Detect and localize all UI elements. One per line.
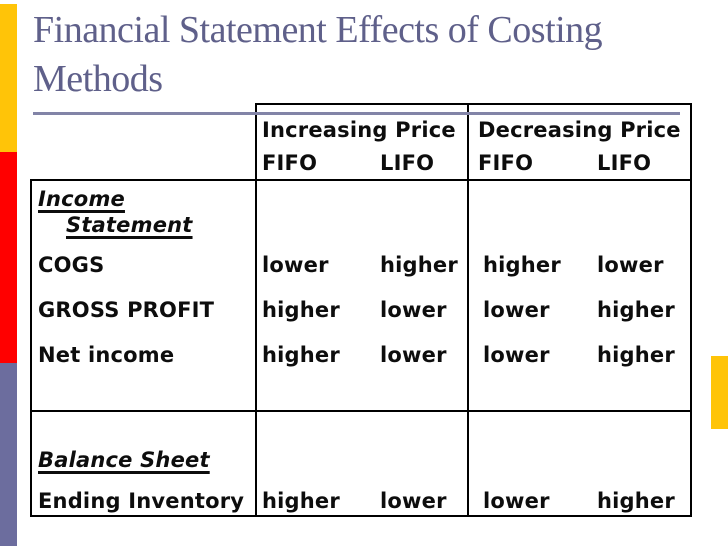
- cogs-decreasing-fifo: higher: [483, 253, 561, 277]
- gross-profit-decreasing-fifo: lower: [483, 298, 550, 322]
- slide-title-line1: Financial Statement Effects of Costing: [33, 9, 603, 51]
- col-header-decreasing-fifo: FIFO: [478, 151, 534, 175]
- row-label-cogs: COGS: [38, 253, 105, 277]
- accent-bar-red-left: [0, 152, 17, 363]
- cogs-decreasing-lifo: lower: [597, 253, 664, 277]
- col-header-increasing-lifo: LIFO: [380, 151, 435, 175]
- net-income-decreasing-lifo: higher: [597, 343, 675, 367]
- col-header-decreasing-lifo: LIFO: [597, 151, 652, 175]
- gross-profit-increasing-lifo: lower: [380, 298, 447, 322]
- table-border-right: [690, 103, 692, 517]
- table-header-divider: [30, 179, 692, 181]
- table-col-divider-2: [467, 103, 469, 517]
- section-heading-balance-sheet: Balance Sheet: [38, 448, 210, 472]
- table-border-top: [255, 103, 692, 105]
- cogs-increasing-fifo: lower: [262, 253, 329, 277]
- accent-bar-purple-left: [0, 363, 17, 546]
- row-label-net-income: Net income: [38, 343, 175, 367]
- cogs-increasing-lifo: higher: [380, 253, 458, 277]
- table-section-divider: [30, 410, 692, 412]
- table-border-left: [30, 179, 32, 517]
- accent-bar-gold-right: [711, 356, 728, 429]
- slide-title: Financial Statement Effects of Costing M…: [33, 6, 718, 104]
- table-border-bottom: [30, 515, 692, 517]
- ending-inventory-increasing-fifo: higher: [262, 489, 340, 513]
- ending-inventory-decreasing-lifo: higher: [597, 489, 675, 513]
- section-heading-statement: Statement: [66, 213, 193, 237]
- row-label-ending-inventory: Ending Inventory: [38, 489, 245, 513]
- ending-inventory-decreasing-fifo: lower: [483, 489, 550, 513]
- col-header-increasing-fifo: FIFO: [262, 151, 318, 175]
- slide-title-line2: Methods: [33, 58, 163, 100]
- net-income-increasing-fifo: higher: [262, 343, 340, 367]
- accent-bar-gold-left: [0, 4, 17, 152]
- row-label-gross-profit: GROSS PROFIT: [38, 298, 215, 322]
- table-col-divider-1: [255, 103, 257, 517]
- gross-profit-increasing-fifo: higher: [262, 298, 340, 322]
- gross-profit-decreasing-lifo: higher: [597, 298, 675, 322]
- net-income-increasing-lifo: lower: [380, 343, 447, 367]
- col-group-increasing-price: Increasing Price: [262, 118, 456, 142]
- title-underline-rule: [33, 112, 680, 115]
- net-income-decreasing-fifo: lower: [483, 343, 550, 367]
- section-heading-income: Income: [38, 187, 125, 211]
- ending-inventory-increasing-lifo: lower: [380, 489, 447, 513]
- col-group-decreasing-price: Decreasing Price: [478, 118, 681, 142]
